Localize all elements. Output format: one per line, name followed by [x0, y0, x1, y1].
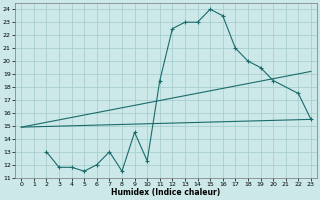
X-axis label: Humidex (Indice chaleur): Humidex (Indice chaleur) — [111, 188, 221, 197]
